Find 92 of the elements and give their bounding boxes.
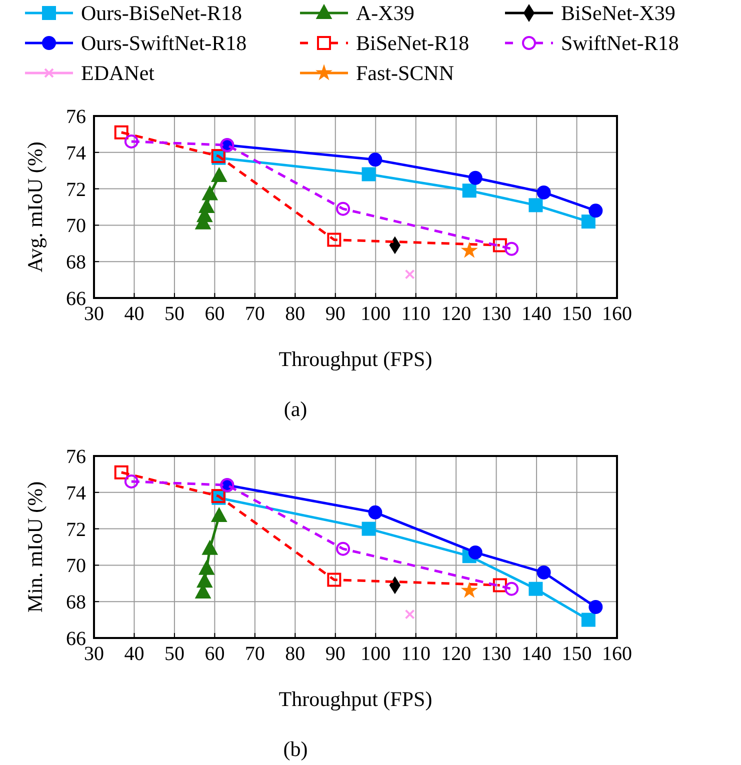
- y-tick-label: 66: [66, 628, 86, 650]
- x-tick-label: 120: [441, 303, 472, 325]
- point: [327, 572, 342, 587]
- legend-label: SwiftNet-R18: [561, 31, 679, 55]
- point: [581, 214, 596, 229]
- legend-label: EDANet: [81, 61, 155, 85]
- x-tick-label: 70: [244, 643, 265, 665]
- x-tick-label: 60: [204, 643, 225, 665]
- x-tick-label: 150: [562, 643, 592, 665]
- point: [197, 574, 212, 588]
- point: [468, 170, 482, 185]
- x-tick-label: 80: [285, 303, 306, 325]
- point: [327, 232, 342, 247]
- y-tick-label: 74: [66, 482, 86, 504]
- x-axis-title: Throughput (FPS): [278, 687, 432, 711]
- x-axis-title: Throughput (FPS): [278, 347, 432, 371]
- point: [199, 560, 214, 575]
- x-tick-label: 80: [285, 643, 306, 665]
- x-tick-label: 130: [481, 643, 512, 665]
- x-tick-label: 90: [325, 303, 346, 325]
- x-tick-label: 160: [602, 643, 632, 665]
- x-tick-label: 110: [401, 303, 430, 325]
- x-tick-label: 70: [244, 303, 265, 325]
- y-tick-label: 76: [66, 106, 86, 128]
- point: [124, 474, 138, 488]
- point: [462, 582, 477, 598]
- y-tick-label: 76: [66, 446, 86, 468]
- x-tick-label: 150: [562, 303, 592, 325]
- point: [368, 152, 382, 167]
- x-tick-label: 40: [124, 303, 144, 325]
- y-tick-label: 68: [66, 252, 86, 274]
- point: [462, 184, 476, 198]
- point: [404, 269, 415, 280]
- x-tick-label: 100: [360, 643, 391, 665]
- x-tick-label: 120: [441, 643, 472, 665]
- x-tick-label: 30: [84, 303, 104, 325]
- point: [588, 204, 603, 218]
- y-tick-label: 66: [66, 288, 86, 310]
- point: [202, 540, 218, 555]
- point: [362, 522, 376, 536]
- x-tick-label: 50: [164, 303, 184, 325]
- text: (b): [283, 737, 308, 761]
- point: [124, 134, 138, 148]
- point: [368, 505, 382, 520]
- x-tick-label: 90: [325, 643, 346, 665]
- x-tick-label: 130: [481, 303, 512, 325]
- y-tick-label: 68: [66, 592, 86, 614]
- point: [336, 202, 350, 216]
- legend-label: Ours-SwiftNet-R18: [81, 31, 247, 55]
- point: [212, 508, 227, 522]
- legend-label: BiSeNet-R18: [356, 31, 470, 55]
- legend-label: A-X39: [356, 1, 414, 25]
- point: [199, 199, 214, 213]
- point: [504, 242, 519, 256]
- point: [362, 167, 376, 182]
- point: [536, 185, 551, 200]
- y-tick-label: 72: [66, 178, 86, 201]
- point: [114, 125, 128, 140]
- text: (a): [284, 397, 308, 421]
- x-tick-label: 140: [522, 643, 552, 665]
- point: [588, 600, 603, 614]
- x-tick-label: 50: [164, 643, 184, 665]
- y-tick-label: 74: [66, 142, 86, 164]
- point: [336, 542, 350, 556]
- point: [536, 565, 551, 580]
- point: [114, 465, 128, 480]
- legend-label: BiSeNet-X39: [561, 1, 676, 25]
- y-tick-label: 70: [66, 215, 86, 238]
- point: [581, 612, 596, 627]
- point: [504, 582, 519, 596]
- point: [404, 609, 415, 620]
- x-tick-label: 30: [84, 643, 104, 665]
- x-tick-label: 100: [360, 303, 391, 325]
- point: [202, 186, 218, 200]
- point: [492, 578, 507, 592]
- y-axis-title: Min. mIoU (%): [23, 481, 47, 613]
- x-tick-label: 160: [602, 303, 632, 325]
- point: [528, 198, 543, 212]
- point: [462, 242, 477, 258]
- x-tick-label: 40: [124, 643, 144, 665]
- point: [212, 168, 227, 182]
- y-axis-title: Avg. mIoU (%): [23, 142, 47, 272]
- x-tick-label: 110: [401, 643, 430, 665]
- legend-label: Fast-SCNN: [356, 61, 454, 85]
- point: [528, 582, 543, 596]
- y-tick-label: 72: [66, 518, 86, 541]
- point: [468, 545, 482, 560]
- point: [492, 238, 507, 252]
- x-tick-label: 60: [204, 303, 225, 325]
- legend-label: Ours-BiSeNet-R18: [81, 1, 242, 25]
- x-tick-label: 140: [522, 303, 552, 325]
- y-tick-label: 70: [66, 555, 86, 578]
